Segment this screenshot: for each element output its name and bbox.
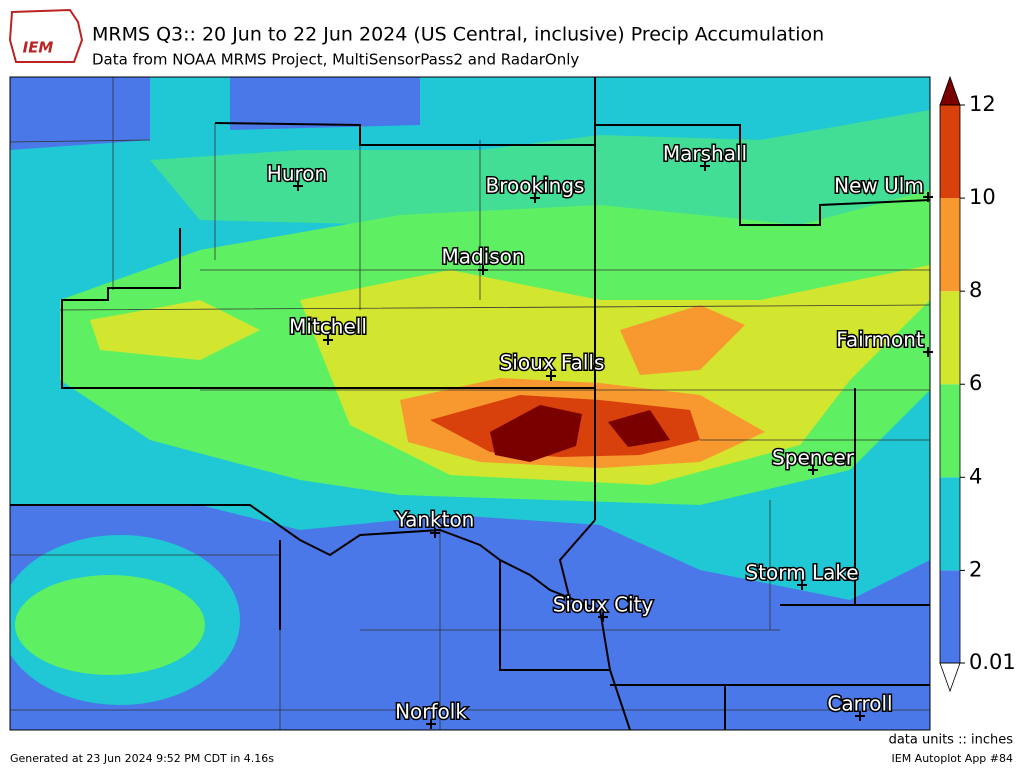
colorbar-bin	[940, 105, 960, 199]
colorbar-bin	[940, 198, 960, 292]
city-label: Madison	[441, 245, 524, 269]
colorbar-bin	[940, 477, 960, 571]
footer-right: IEM Autoplot App #84	[892, 752, 1014, 765]
footer-left: Generated at 23 Jun 2024 9:52 PM CDT in …	[10, 752, 274, 765]
logo-text: IEM	[23, 39, 54, 57]
city-label: New Ulm	[834, 174, 924, 198]
colorbar-over	[939, 75, 961, 106]
city-label: Spencer	[772, 446, 855, 470]
city-label: Huron	[267, 162, 327, 186]
logo: IEM	[8, 8, 84, 63]
colorbar-tick-label: 4	[969, 464, 982, 488]
colorbar-bin	[940, 291, 960, 385]
colorbar-tick-label: 8	[969, 278, 982, 302]
colorbar-under	[939, 662, 961, 693]
map	[9, 76, 931, 731]
colorbar-bin	[940, 384, 960, 478]
city-label: Yankton	[395, 508, 475, 532]
subtitle: Data from NOAA MRMS Project, MultiSensor…	[92, 51, 579, 69]
colorbar-tick-label: 6	[969, 371, 982, 395]
colorbar-tick-label: 2	[969, 557, 982, 581]
colorbar-bin	[940, 570, 960, 663]
units: data units :: inches	[889, 733, 1014, 748]
city-label: Mitchell	[289, 315, 367, 339]
colorbar-tick-label: 12	[969, 92, 996, 116]
city-markers	[293, 161, 933, 729]
colorbar: 0.01 2 4 6 8 10 12	[939, 75, 1016, 693]
city-label: Sioux City	[553, 593, 654, 617]
colorbar-tick-label: 10	[969, 185, 996, 209]
title: MRMS Q3:: 20 Jun to 22 Jun 2024 (US Cent…	[92, 24, 824, 46]
city-label: Sioux Falls	[500, 351, 605, 375]
colorbar-tick-label: 0.01	[969, 650, 1016, 674]
city-label: Fairmont	[836, 328, 924, 352]
